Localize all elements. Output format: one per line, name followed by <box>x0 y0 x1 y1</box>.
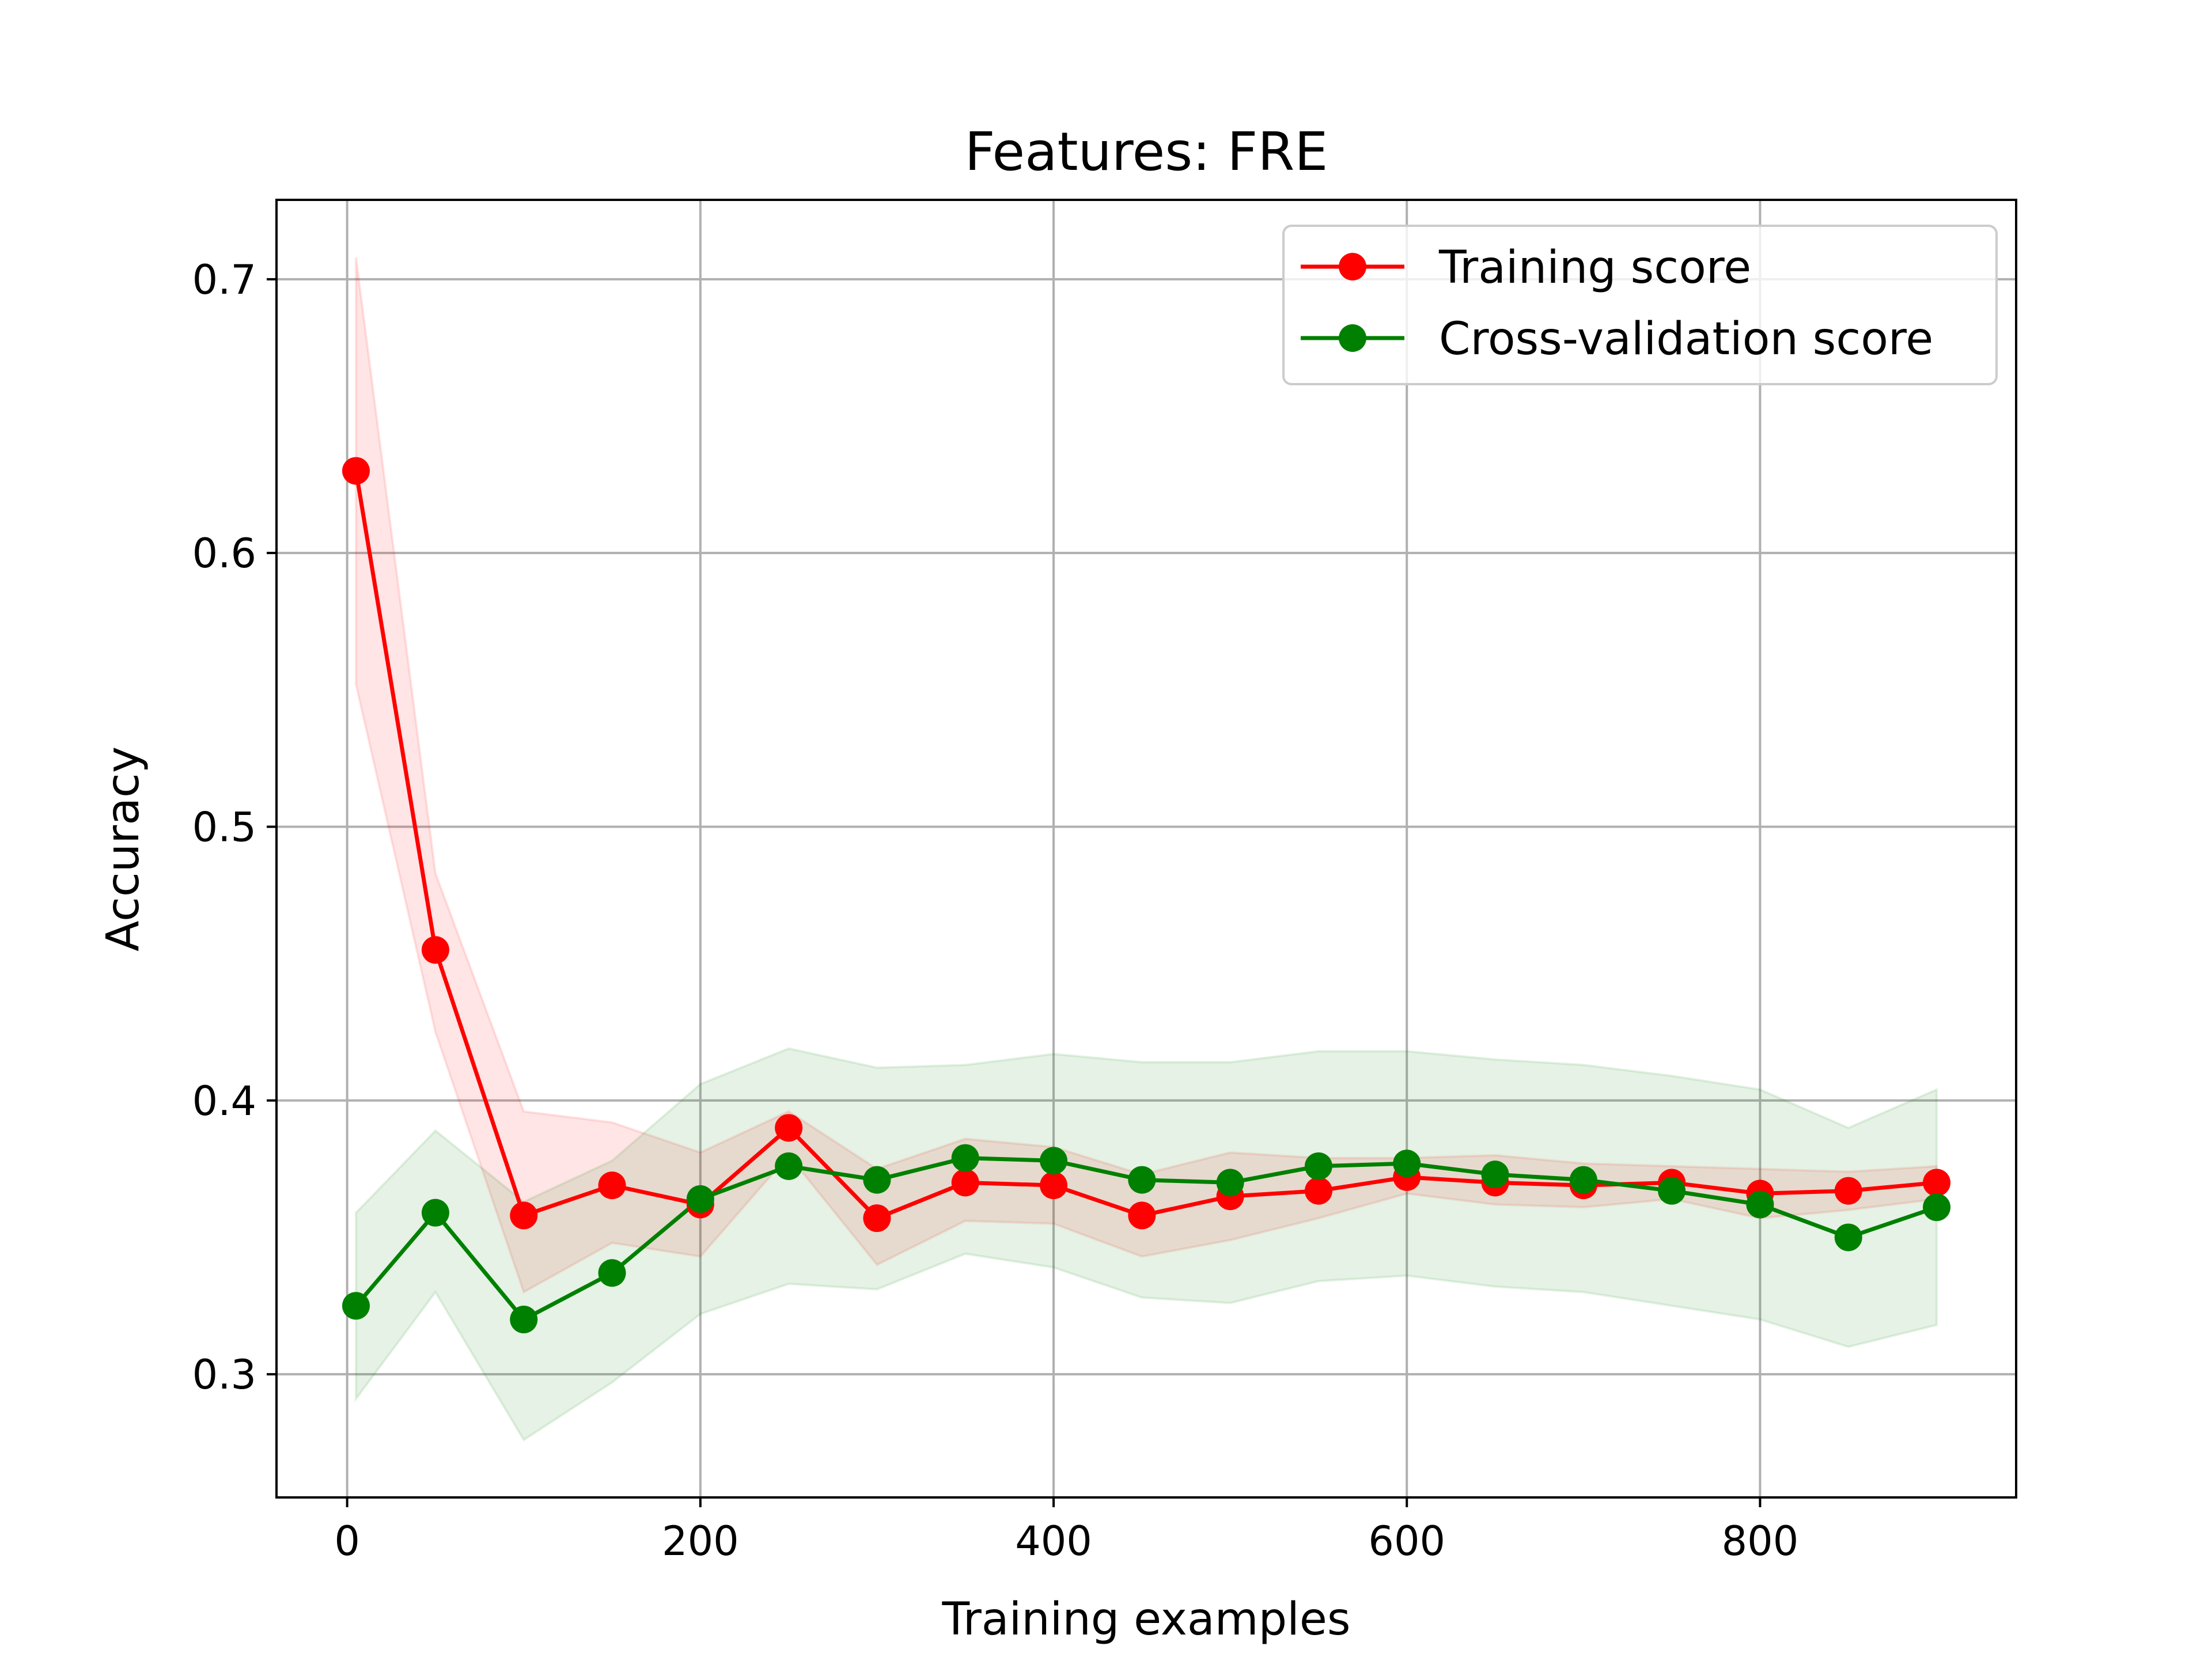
series-1-point <box>1834 1223 1862 1252</box>
axis-ticks: 0 200 400 600 800 0.3 0.4 0.5 0.6 0.7 <box>192 256 1799 1565</box>
x-tick-label: 400 <box>1015 1518 1092 1565</box>
legend-marker-cv <box>1339 324 1366 352</box>
series-0-point <box>342 457 370 485</box>
x-tick-label: 600 <box>1368 1518 1445 1565</box>
series-0-point <box>1923 1169 1951 1197</box>
x-tick-label: 200 <box>662 1518 739 1565</box>
plot-area-frame <box>275 199 2017 1499</box>
series-0-point <box>775 1114 803 1142</box>
series-markers <box>342 457 1951 1334</box>
legend-label-training: Training score <box>1438 242 1751 294</box>
y-tick-label: 0.7 <box>192 256 256 304</box>
legend-marker-training <box>1339 253 1366 280</box>
series-1-point <box>1040 1147 1068 1175</box>
series-1-point <box>1216 1169 1244 1197</box>
series-0-point <box>598 1171 626 1200</box>
y-tick-label: 0.6 <box>192 530 256 577</box>
series-1-point <box>863 1166 891 1194</box>
series-1-point <box>598 1259 626 1287</box>
series-1-point <box>686 1185 714 1213</box>
series-0-point <box>1304 1177 1332 1205</box>
series-1-point <box>775 1152 803 1180</box>
series-0-point <box>863 1204 891 1233</box>
legend-box <box>1282 225 1998 385</box>
series-1-point <box>421 1199 449 1227</box>
y-tick-label: 0.4 <box>192 1078 256 1125</box>
chart-title: Features: FRE <box>965 121 1328 183</box>
series-1-point <box>1128 1166 1156 1194</box>
series-1-point <box>510 1306 538 1334</box>
series-1-point <box>1481 1161 1509 1189</box>
series-0-point <box>510 1201 538 1230</box>
series-1-point <box>1658 1177 1686 1205</box>
x-axis-label: Training examples <box>942 1594 1351 1645</box>
series-band-1 <box>354 1047 1938 1442</box>
x-tick-label: 800 <box>1722 1518 1799 1565</box>
series-0-point <box>1040 1171 1068 1200</box>
series-0-point <box>951 1169 979 1197</box>
y-axis-label: Accuracy <box>97 746 149 951</box>
y-tick-label: 0.5 <box>192 803 256 851</box>
series-0-point <box>421 936 449 964</box>
series-1-point <box>1569 1166 1597 1194</box>
series-1-point <box>342 1292 370 1320</box>
series-0-point <box>1834 1177 1862 1205</box>
legend-label-cv: Cross-validation score <box>1439 313 1933 365</box>
series-1-point <box>1746 1190 1774 1219</box>
series-0-point <box>1128 1201 1156 1230</box>
legend: Training score Cross-validation score <box>1282 225 1998 385</box>
series-1-point <box>1923 1193 1951 1222</box>
series-1-point <box>1393 1150 1421 1178</box>
series-1-point <box>1304 1152 1332 1180</box>
x-tick-label: 0 <box>334 1518 360 1565</box>
y-tick-label: 0.3 <box>192 1351 256 1398</box>
series-1-point <box>951 1144 979 1172</box>
